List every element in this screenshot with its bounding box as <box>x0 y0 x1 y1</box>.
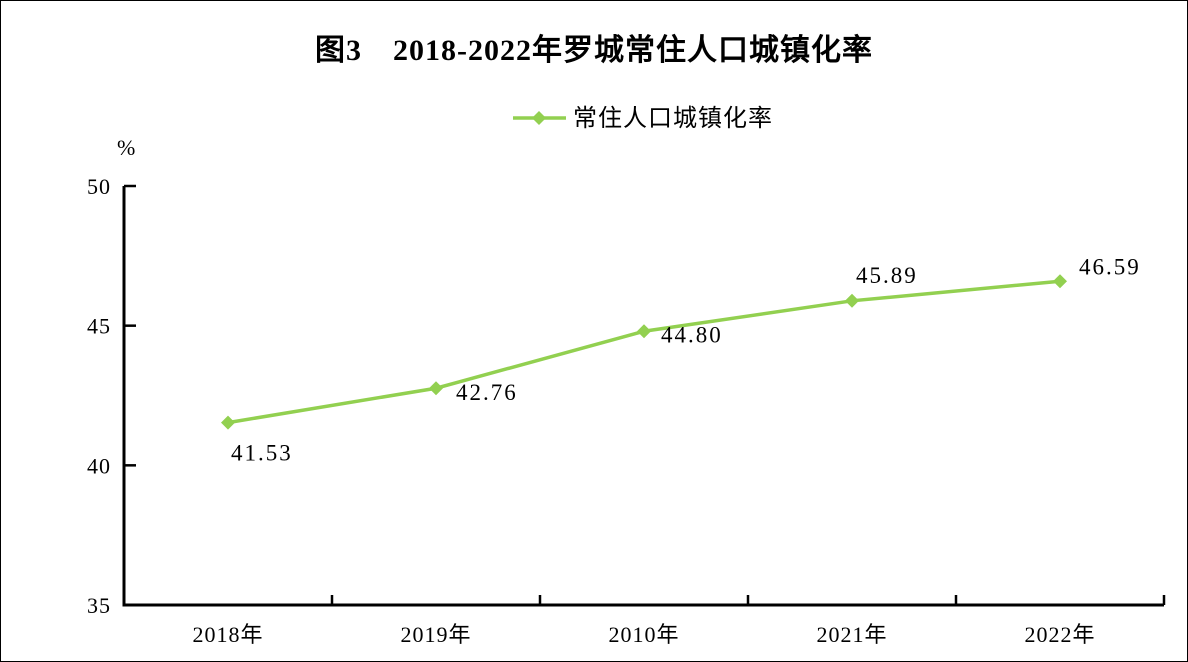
data-point-label: 45.89 <box>856 263 918 288</box>
legend-label: 常住人口城镇化率 <box>573 105 773 132</box>
x-tick-label: 2018年 <box>192 622 263 647</box>
data-point-label: 42.76 <box>456 380 518 405</box>
y-tick-label: 50 <box>87 174 111 199</box>
data-point-marker <box>637 324 651 339</box>
data-point-marker <box>221 415 235 430</box>
y-tick-label: 35 <box>87 593 111 618</box>
legend: 常住人口城镇化率 <box>513 105 773 132</box>
y-tick-label: 45 <box>87 314 111 339</box>
y-tick-label: 40 <box>87 453 111 478</box>
data-point-label: 41.53 <box>231 441 293 466</box>
x-tick-label: 2010年 <box>608 622 679 647</box>
x-tick-label: 2019年 <box>400 622 471 647</box>
series-line <box>227 279 1061 425</box>
x-tick-label: 2021年 <box>816 622 887 647</box>
data-point-marker <box>429 381 443 396</box>
y-axis-unit-label: % <box>117 135 136 160</box>
data-point-label: 46.59 <box>1079 254 1141 279</box>
plot-area: 35 40 45 50 2018年 2019年 2010年 2021年 2022年 41.53 42… <box>87 174 1166 647</box>
legend-diamond-marker-icon <box>532 111 546 125</box>
data-point-marker <box>845 293 859 308</box>
data-point-label: 44.80 <box>661 322 723 347</box>
chart-title: 图3 2018-2022年罗城常住人口城镇化率 <box>315 34 873 67</box>
data-point-marker <box>1053 274 1067 289</box>
x-tick-label: 2022年 <box>1024 622 1095 647</box>
